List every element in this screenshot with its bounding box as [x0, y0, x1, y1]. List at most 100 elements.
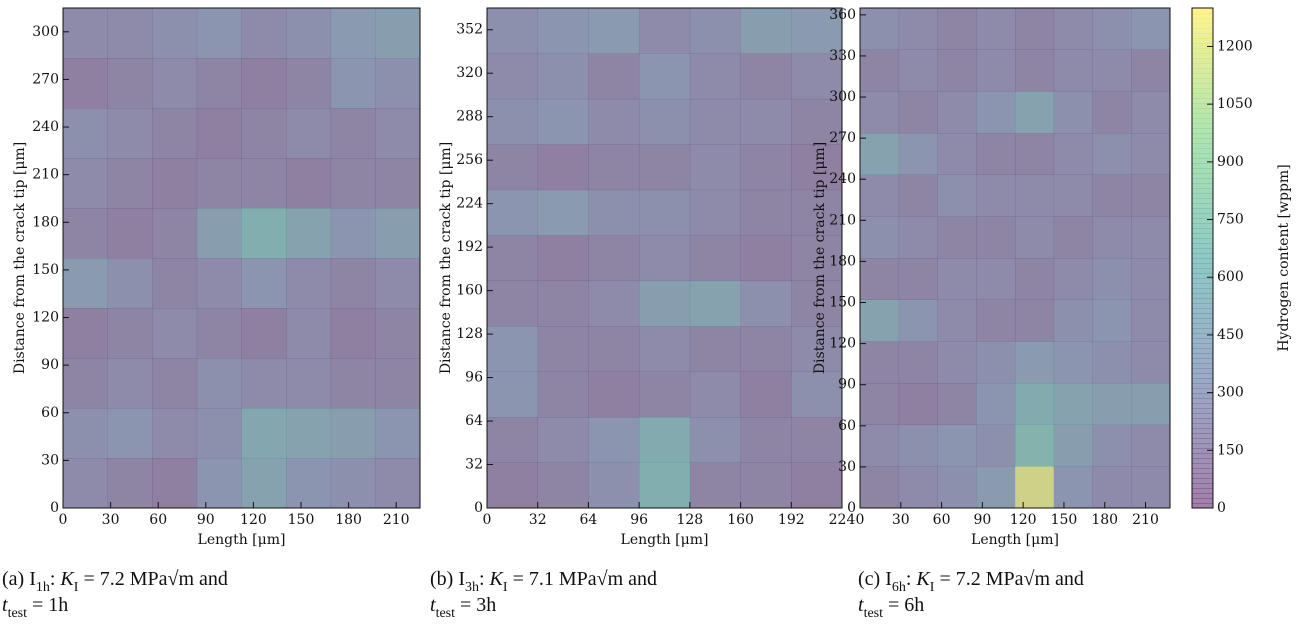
caption-part: = 1h	[27, 594, 68, 616]
heat-cell	[330, 108, 376, 159]
caption-part: test	[8, 606, 28, 621]
caption: (c) I6h: KI = 7.2 MPa√m and	[858, 568, 1084, 595]
x-tick-label: 30	[892, 512, 910, 528]
heat-cell	[1131, 174, 1171, 217]
heat-cell	[860, 8, 900, 50]
heat-cell	[537, 189, 589, 236]
heat-cell	[152, 458, 198, 509]
heat-cell	[196, 458, 242, 509]
x-tick-label: 150	[1051, 512, 1078, 528]
heat-cell	[63, 408, 108, 459]
y-tick-label: 32	[465, 457, 483, 473]
heat-cell	[791, 144, 843, 191]
heat-cell	[639, 8, 691, 54]
heat-cell	[1131, 49, 1171, 92]
heat-cell	[898, 133, 938, 175]
heat-cell	[898, 258, 938, 300]
heat-cell	[487, 144, 539, 191]
colorbar-tick-label: 450	[1217, 327, 1244, 343]
y-tick-label: 270	[32, 71, 59, 87]
caption-part: I	[74, 580, 79, 595]
heat-cell	[375, 108, 421, 159]
heat-cell	[1053, 258, 1093, 300]
caption-part: = 6h	[883, 594, 924, 616]
caption-part: 6h	[892, 580, 906, 595]
heat-cell	[330, 308, 376, 359]
micrograph	[860, 8, 1170, 508]
heat-cell	[1053, 424, 1093, 467]
x-tick-label: 192	[778, 512, 805, 528]
heat-cell	[898, 466, 938, 509]
x-tick-label: 150	[288, 512, 315, 528]
heat-cell	[537, 235, 589, 282]
caption-part: K	[915, 568, 931, 590]
heat-cell	[152, 408, 198, 459]
x-tick-label: 0	[483, 512, 492, 528]
heat-cell	[937, 258, 977, 300]
colorbar-step	[1192, 148, 1213, 154]
colorbar-step	[1192, 343, 1213, 349]
heat-cell	[196, 108, 242, 159]
x-tick-label: 30	[102, 512, 120, 528]
colorbar-step	[1192, 228, 1213, 234]
heat-cell	[152, 8, 198, 59]
heat-cell	[286, 258, 332, 309]
colorbar-step	[1192, 163, 1213, 169]
heat-cell	[860, 174, 900, 217]
heat-cell	[639, 189, 691, 236]
heat-cell	[330, 358, 376, 409]
heat-cell	[107, 158, 153, 209]
y-tick-label: 300	[32, 24, 59, 40]
caption: ttest = 3h	[430, 594, 496, 621]
heat-cell	[937, 216, 977, 259]
colorbar-step	[1192, 123, 1213, 129]
heat-cell	[107, 358, 153, 409]
colorbar-step	[1192, 463, 1213, 469]
heat-cell	[1131, 299, 1171, 342]
heat-cell	[1053, 299, 1093, 342]
heat-cell	[537, 326, 589, 372]
colorbar-step	[1192, 438, 1213, 444]
heat-cell	[937, 174, 977, 217]
colorbar-step	[1192, 73, 1213, 79]
y-tick-label: 180	[829, 253, 856, 269]
heat-cell	[898, 174, 938, 217]
y-tick-label: 180	[32, 214, 59, 230]
heat-cell	[152, 358, 198, 409]
x-tick-label: 90	[973, 512, 991, 528]
heat-cell	[976, 341, 1016, 384]
heat-cell	[63, 108, 108, 159]
heat-cell	[740, 144, 792, 191]
caption-part: test	[864, 606, 884, 621]
heat-cell	[639, 280, 691, 327]
heat-cell	[1092, 258, 1132, 300]
caption: (a) I1h: KI = 7.2 MPa√m and	[2, 568, 228, 595]
heat-cell	[63, 8, 108, 59]
heat-cell	[791, 326, 843, 372]
heat-cell	[588, 98, 640, 145]
colorbar-step	[1192, 288, 1213, 294]
heat-cell	[196, 308, 242, 359]
colorbar-step	[1192, 223, 1213, 229]
y-axis-label: Distance from the crack tip [μm]	[438, 142, 454, 374]
y-tick-label: 210	[32, 167, 59, 183]
y-tick-label: 240	[829, 171, 856, 187]
heat-cell	[241, 208, 287, 259]
heat-cell	[791, 417, 843, 463]
heat-cell	[1015, 341, 1055, 384]
heat-cell	[107, 258, 153, 309]
colorbar-tick-label: 600	[1217, 269, 1244, 285]
heat-cell	[860, 341, 900, 384]
heat-cell	[107, 8, 153, 59]
colorbar-step	[1192, 313, 1213, 319]
colorbar-step	[1192, 368, 1213, 374]
heat-cell	[196, 258, 242, 309]
heat-cell	[588, 371, 640, 418]
heat-cell	[1131, 258, 1171, 300]
x-tick-label: 120	[240, 512, 267, 528]
caption-part: t	[858, 594, 864, 616]
heat-cell	[689, 98, 741, 145]
y-tick-label: 120	[829, 336, 856, 352]
heat-cell	[937, 424, 977, 467]
heat-cell	[107, 108, 153, 159]
